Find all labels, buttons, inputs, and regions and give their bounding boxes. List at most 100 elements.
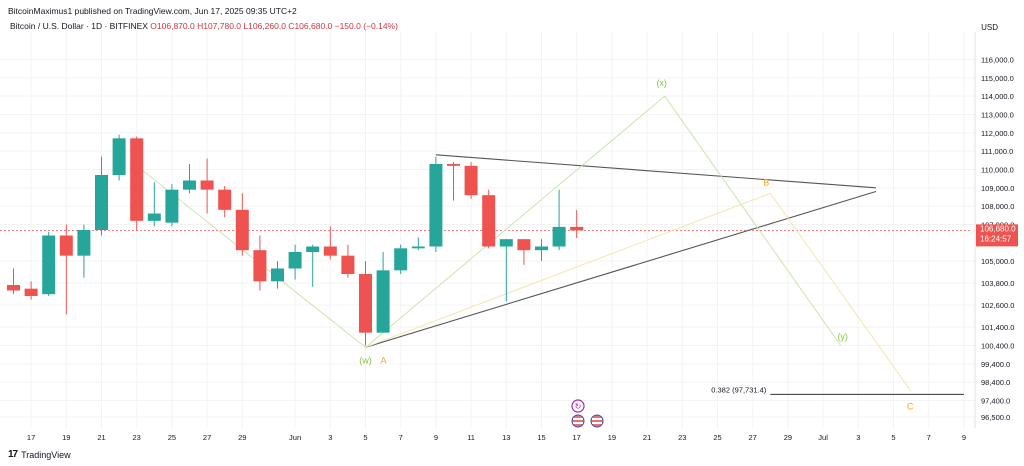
candle-body (535, 246, 548, 251)
time-tick-label: 27 (749, 433, 757, 442)
candle-body (130, 138, 144, 221)
price-tick-label: 108,000.0 (981, 202, 1014, 211)
wave-label-b: B (763, 177, 769, 187)
candle-body (183, 180, 196, 190)
time-tick-label: 17 (27, 433, 35, 442)
candle-body (482, 195, 496, 247)
time-tick-label: Jun (289, 433, 301, 442)
time-tick-label: 7 (399, 433, 403, 442)
time-tick-label: 17 (573, 433, 581, 442)
time-tick-label: 3 (328, 433, 332, 442)
candle-body (165, 189, 179, 223)
ohlc-values: O106,870.0 H107,780.0 L106,260.0 C106,68… (150, 21, 398, 31)
candle-body (464, 165, 478, 196)
price-tick-label: 102,600.0 (981, 301, 1014, 310)
candle-body (323, 246, 337, 256)
candle-body (517, 239, 531, 251)
time-tick-label: 5 (363, 433, 367, 442)
time-tick-label: 5 (891, 433, 895, 442)
price-tick-label: 98,400.0 (981, 378, 1010, 387)
price-tick-label: 103,800.0 (981, 279, 1014, 288)
wave-label-a: A (380, 355, 386, 365)
brand-name: TradingView (21, 449, 71, 460)
candle-body (200, 180, 214, 190)
wave-label-y: (y) (837, 332, 848, 342)
wave-abc-segment (769, 193, 912, 392)
candle-body (552, 226, 566, 247)
time-tick-label: 27 (203, 433, 211, 442)
wave-abc-segment (365, 192, 771, 348)
time-tick-label: 19 (608, 433, 616, 442)
event-glyph-icon: ↻ (575, 402, 582, 411)
price-tick-label: 110,000.0 (981, 166, 1014, 175)
time-tick-label: 7 (927, 433, 931, 442)
price-tick-label: 99,400.0 (981, 360, 1010, 369)
symbol-info[interactable]: Bitcoin / U.S. Dollar · 1D · BITFINEX O1… (10, 21, 398, 31)
candle-body (24, 288, 38, 296)
tradingview-logo-icon: 17 (8, 449, 18, 460)
drawings (136, 95, 964, 395)
time-tick-label: Jul (818, 433, 828, 442)
price-tick-label: 113,000.0 (981, 111, 1014, 120)
price-tick-label: 109,000.0 (981, 184, 1014, 193)
time-tick-label: 9 (962, 433, 966, 442)
price-tick-label: 101,400.0 (981, 323, 1014, 332)
triangle-lower-line (365, 190, 877, 348)
price-tick-label: 114,000.0 (981, 92, 1014, 101)
symbol-name[interactable]: Bitcoin / U.S. Dollar · 1D · BITFINEX (10, 21, 148, 31)
candle-body (253, 250, 267, 282)
time-tick-label: 23 (133, 433, 141, 442)
candle-body (359, 274, 372, 333)
candle-body (570, 226, 584, 231)
candle-body (394, 248, 408, 271)
candle-body (95, 175, 108, 230)
wave-label-x: (x) (656, 78, 667, 88)
triangle-upper-line (435, 154, 876, 189)
candle-body (341, 255, 355, 274)
us-flag-event-icon (571, 414, 585, 428)
last-price-label: 106,680.0 (980, 224, 1016, 233)
candle-body (218, 189, 232, 210)
candle-body (429, 164, 443, 247)
price-tick-label: 96,500.0 (981, 413, 1010, 422)
price-tick-label: 116,000.0 (981, 56, 1014, 65)
time-tick-label: 25 (713, 433, 721, 442)
time-tick-label: 21 (97, 433, 105, 442)
time-tick-label: 15 (537, 433, 545, 442)
candle-body (147, 213, 161, 221)
us-flag-event-icon (590, 414, 604, 428)
countdown-label: 16:24:57 (980, 234, 1012, 243)
wave-label-w: (w) (359, 355, 372, 365)
wave-wxy-segment (664, 95, 842, 346)
dividend-event-icon (571, 399, 585, 413)
price-tick-label: 112,000.0 (981, 129, 1014, 138)
candle-body (411, 246, 425, 249)
candle-body (59, 235, 73, 256)
candle-body (499, 239, 513, 247)
price-tick-label: 111,000.0 (981, 147, 1013, 156)
candle-body (42, 235, 56, 295)
time-tick-label: 9 (434, 433, 438, 442)
time-axis[interactable]: 17 19 21 23 25 27 29 Jun 3 5 7 9 11 13 15 17 19 21 23 25 27 2… (27, 433, 966, 442)
chart-grid (0, 32, 975, 428)
candle-body (235, 209, 249, 251)
candle-body (306, 246, 320, 252)
price-tick-label: 97,400.0 (981, 397, 1010, 406)
event-icons[interactable]: ↻ (571, 399, 604, 428)
candle-body (7, 285, 20, 291)
candle-body (77, 230, 91, 256)
time-tick-label: 21 (643, 433, 651, 442)
wave-wxy-segment (365, 95, 665, 348)
time-tick-label: 11 (467, 433, 475, 442)
candle-body (271, 268, 284, 282)
wave-label-c: C (907, 401, 914, 411)
currency-label[interactable]: USD (981, 23, 998, 32)
tradingview-logo[interactable]: 17 TradingView (8, 449, 71, 460)
price-tick-label: 115,000.0 (981, 74, 1014, 83)
time-tick-label: 29 (238, 433, 246, 442)
price-tick-label: 100,400.0 (981, 342, 1014, 351)
candles (7, 134, 584, 346)
candle-body (376, 270, 390, 333)
time-tick-label: 19 (62, 433, 70, 442)
